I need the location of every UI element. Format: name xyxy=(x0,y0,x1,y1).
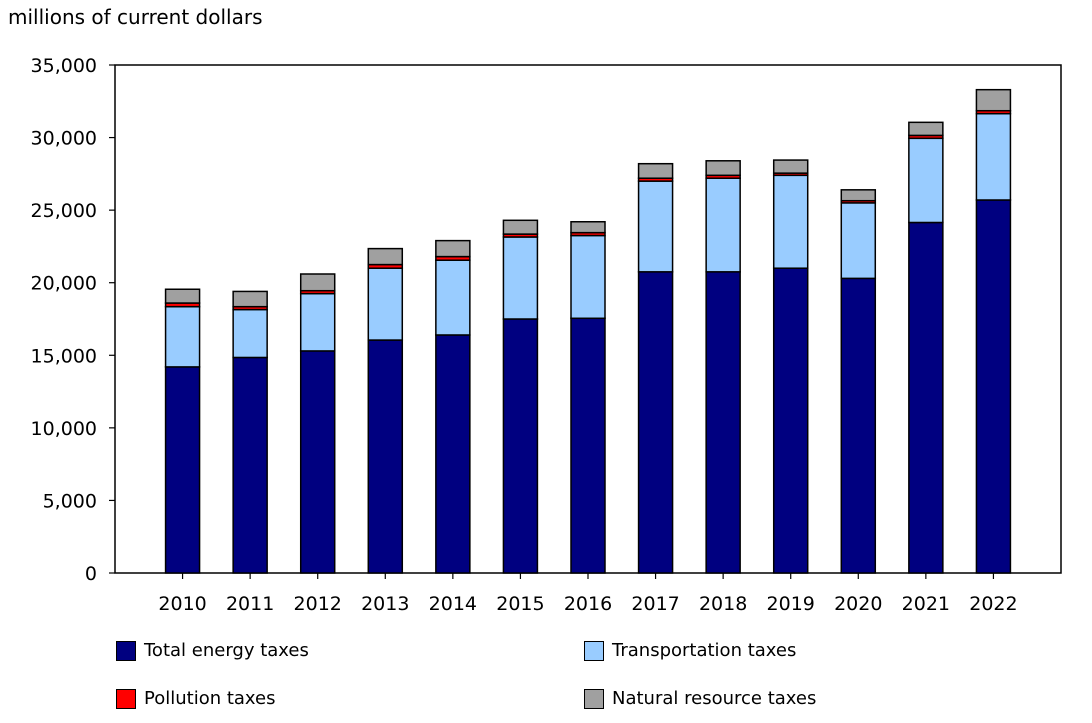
bar-segment xyxy=(637,162,674,179)
bar-segment xyxy=(908,221,944,574)
x-tick-label: 2022 xyxy=(969,593,1017,615)
legend-swatch xyxy=(116,688,136,709)
bar-segment xyxy=(502,236,539,320)
y-tick-label: 30,000 xyxy=(31,128,97,150)
bar-segment xyxy=(772,267,809,574)
legend-label: Pollution taxes xyxy=(144,688,276,709)
bar-segment xyxy=(840,277,877,574)
bar-segment xyxy=(232,308,268,359)
bar-segment xyxy=(435,334,471,574)
bar-segment xyxy=(705,177,741,273)
bar-segment xyxy=(232,356,268,574)
bar-segment xyxy=(164,305,201,368)
legend-swatch xyxy=(584,688,604,709)
legend-item-transportation-taxes: Transportation taxes xyxy=(584,640,796,661)
bar-segment xyxy=(367,339,404,574)
bar-segment xyxy=(299,273,336,292)
x-tick-label: 2021 xyxy=(902,593,950,615)
x-tick-label: 2017 xyxy=(631,593,679,615)
bar-segment xyxy=(975,112,1012,201)
x-tick-label: 2014 xyxy=(429,593,477,615)
bar-segment xyxy=(975,199,1012,574)
legend-swatch xyxy=(584,640,604,661)
bar-segment xyxy=(840,202,877,280)
bar-segment xyxy=(705,271,741,574)
bar-segment xyxy=(772,159,809,174)
legend-item-total-energy-taxes: Total energy taxes xyxy=(116,640,309,661)
bar-segment xyxy=(772,174,809,269)
y-axis-label: millions of current dollars xyxy=(8,5,263,29)
y-tick-label: 35,000 xyxy=(31,55,97,77)
legend-item-pollution-taxes: Pollution taxes xyxy=(116,688,275,709)
bar-segment xyxy=(502,318,539,574)
bar-segment xyxy=(299,292,336,352)
bar-segment xyxy=(570,317,606,574)
bar-segment xyxy=(637,180,674,273)
bar-segment xyxy=(367,267,404,341)
bar-segment xyxy=(908,121,944,137)
x-tick-label: 2010 xyxy=(158,593,206,615)
bar-segment xyxy=(975,88,1012,112)
y-tick-label: 20,000 xyxy=(31,273,97,295)
bar-segment xyxy=(164,288,201,304)
stacked-bar-chart: 0 5,000 10,000 15,000 20,000 25,000 30,000 35,0… xyxy=(31,55,1062,615)
bar-segment xyxy=(435,239,471,258)
bar-segment xyxy=(367,247,404,266)
bar-segment xyxy=(840,189,877,202)
bar-segment xyxy=(502,219,539,235)
bar-segment xyxy=(570,221,606,234)
y-tick-label: 10,000 xyxy=(31,418,97,440)
y-tick-label: 15,000 xyxy=(31,345,97,367)
y-tick-label: 0 xyxy=(85,563,97,585)
bar-segment xyxy=(570,234,606,320)
bar-segment xyxy=(164,366,201,574)
legend-label: Natural resource taxes xyxy=(612,688,817,709)
y-tick-label: 25,000 xyxy=(31,200,97,222)
legend-item-natural-resource-taxes: Natural resource taxes xyxy=(584,688,816,709)
x-tick-label: 2018 xyxy=(699,593,747,615)
y-tick-label: 5,000 xyxy=(43,490,97,512)
x-tick-label: 2013 xyxy=(361,593,409,615)
legend-swatch xyxy=(116,640,136,661)
bar-segment xyxy=(435,259,471,336)
x-tick-label: 2015 xyxy=(496,593,544,615)
bar-segment xyxy=(705,160,741,177)
legend-label: Transportation taxes xyxy=(612,640,797,661)
x-tick-label: 2019 xyxy=(767,593,815,615)
legend-label: Total energy taxes xyxy=(144,640,309,661)
x-tick-label: 2011 xyxy=(226,593,274,615)
x-tick-label: 2012 xyxy=(294,593,342,615)
bar-segment xyxy=(908,137,944,224)
bar-segment xyxy=(232,290,268,308)
x-tick-label: 2020 xyxy=(834,593,882,615)
x-tick-label: 2016 xyxy=(564,593,612,615)
bar-segment xyxy=(299,350,336,574)
bar-segment xyxy=(637,271,674,574)
